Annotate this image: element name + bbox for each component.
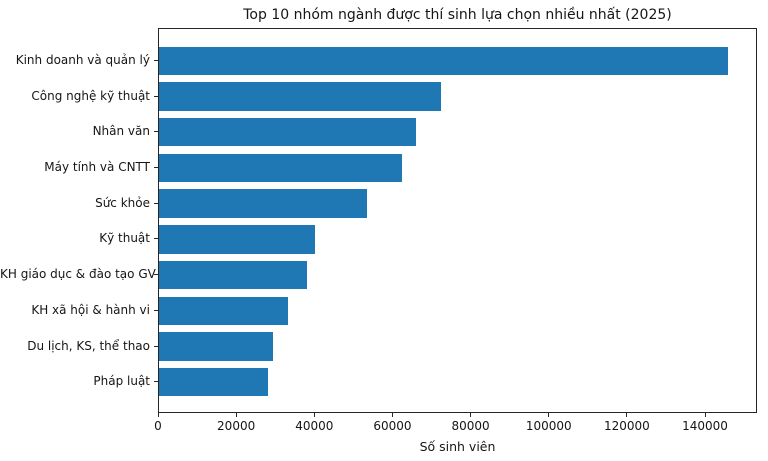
y-axis-label: Kinh doanh và quản lý	[15, 52, 150, 67]
y-tick	[154, 274, 158, 276]
y-tick	[154, 345, 158, 347]
x-tick-label: 60000	[373, 419, 412, 433]
y-axis-label: Kỹ thuật	[99, 231, 150, 246]
x-tick	[470, 413, 472, 417]
x-tick	[548, 413, 550, 417]
plot-area	[158, 28, 757, 413]
y-axis-label: Máy tính và CNTT	[44, 159, 150, 174]
x-tick	[313, 413, 315, 417]
y-tick	[154, 202, 158, 204]
bar	[159, 153, 403, 183]
chart-title: Top 10 nhóm ngành được thí sinh lựa chọn…	[243, 7, 672, 23]
bar	[159, 296, 288, 326]
y-tick	[154, 381, 158, 383]
bar	[159, 260, 307, 290]
x-tick	[391, 413, 393, 417]
bar	[159, 367, 269, 397]
x-tick-label: 40000	[295, 419, 334, 433]
x-tick	[157, 413, 159, 417]
x-tick-label: 80000	[451, 419, 490, 433]
y-tick	[154, 238, 158, 240]
y-axis-label: KH giáo dục & đào tạo GV	[0, 267, 156, 282]
y-tick	[154, 309, 158, 311]
y-axis-label: Du lịch, KS, thể thao	[27, 338, 150, 353]
bar	[159, 225, 315, 254]
x-tick-label: 20000	[217, 419, 256, 433]
y-axis-label: Công nghệ kỹ thuật	[31, 88, 150, 103]
y-axis-label: KH xã hội & hành vi	[31, 302, 150, 317]
x-tick	[704, 413, 706, 417]
x-tick-label: 100000	[525, 419, 572, 433]
y-axis-label: Pháp luật	[93, 374, 150, 389]
bar	[159, 82, 442, 111]
y-tick	[154, 59, 158, 61]
bar	[159, 332, 274, 361]
x-tick	[626, 413, 628, 417]
y-tick	[154, 131, 158, 133]
x-tick	[235, 413, 237, 417]
x-tick-label: 0	[154, 419, 162, 433]
bar	[159, 46, 728, 76]
bar	[159, 117, 417, 147]
x-tick-label: 140000	[682, 419, 728, 433]
y-axis-label: Nhân văn	[92, 124, 150, 139]
x-axis-label: Số sinh viên	[419, 439, 496, 454]
y-tick	[154, 166, 158, 168]
bar	[159, 189, 368, 218]
y-tick	[154, 95, 158, 97]
x-tick-label: 120000	[603, 419, 650, 433]
y-axis-label: Sức khỏe	[95, 195, 150, 210]
